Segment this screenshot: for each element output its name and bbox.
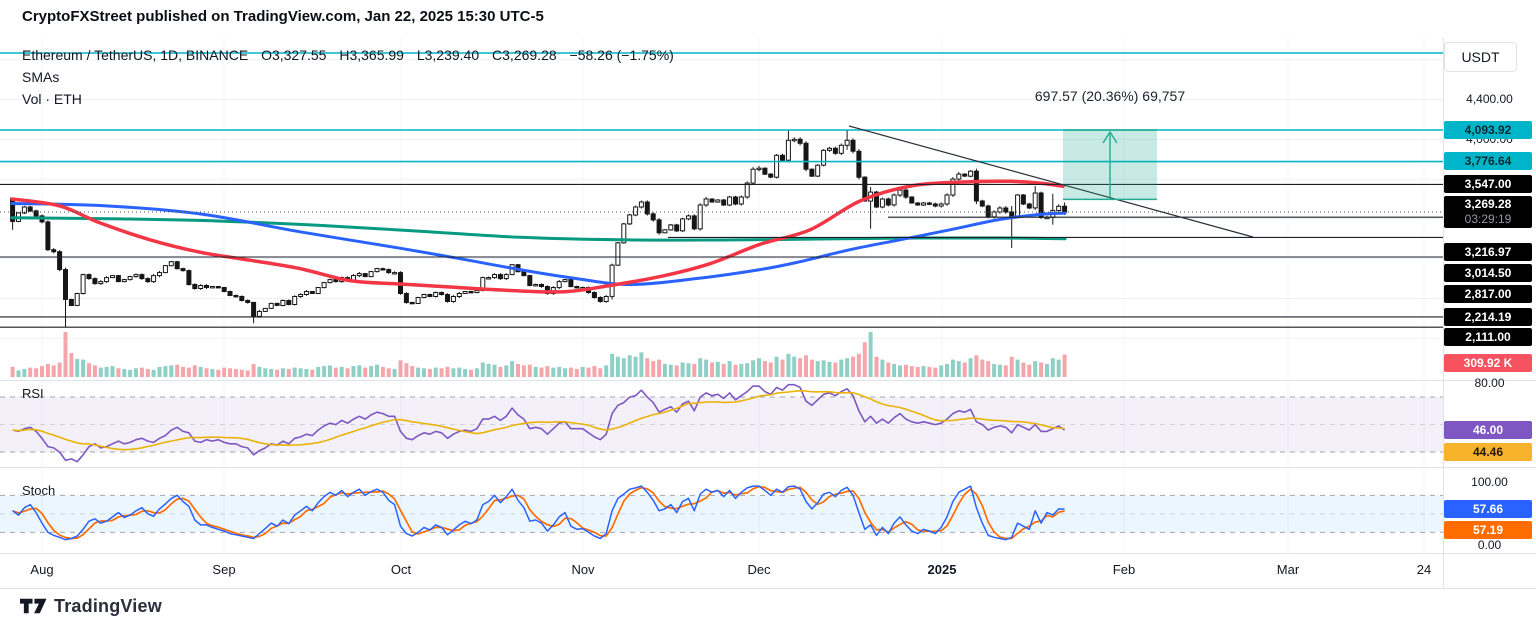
sma-lines	[10, 179, 1067, 294]
price-badge: 3,776.64	[1444, 152, 1532, 170]
time-axis-label: Mar	[1276, 562, 1300, 577]
stoch-k-line	[12, 485, 1065, 541]
vertical-gridlines	[41, 38, 1425, 554]
ohlc-high: H3,365.99	[339, 47, 404, 63]
stoch-pane-label[interactable]: Stoch	[22, 483, 56, 498]
axis-tick-label: 0.00	[1477, 538, 1502, 552]
currency-toggle-button[interactable]: USDT	[1444, 42, 1517, 72]
volume-series	[10, 332, 1067, 377]
ohlc-low: L3,239.40	[416, 47, 480, 63]
rsi-pane-label[interactable]: RSI	[22, 386, 44, 401]
chart-legend: Ethereum / TetherUS, 1D, BINANCE O3,327.…	[22, 44, 683, 110]
price-badge: 309.92 K	[1444, 354, 1532, 372]
price-badge: 3,216.97	[1444, 243, 1532, 261]
countdown-timer: 03:29:19	[1464, 212, 1512, 226]
ohlc-close: C3,269.28	[492, 47, 557, 63]
price-badge: 57.19	[1444, 521, 1532, 539]
candlestick-series	[10, 130, 1068, 328]
sma-slow-line	[10, 216, 1067, 242]
price-badge: 3,547.00	[1444, 175, 1532, 193]
tradingview-logo-text: TradingView	[54, 596, 162, 616]
tradingview-logo[interactable]: TradingView	[20, 596, 162, 617]
volume-legend-row[interactable]: Vol · ETH	[22, 91, 82, 107]
time-axis-label: Oct	[390, 562, 412, 577]
time-axis-label: 2025	[927, 562, 957, 577]
trendline-drawing[interactable]	[848, 125, 1254, 238]
time-axis-label: Dec	[747, 562, 771, 577]
time-axis[interactable]: Aug Sep Oct Nov Dec 2025 Feb Mar 24	[0, 554, 1443, 588]
price-badge: 4,093.92	[1444, 121, 1532, 139]
time-axis-label: Feb	[1112, 562, 1136, 577]
rsi-lines	[12, 383, 1066, 463]
price-levels	[0, 52, 1443, 328]
price-badge: 3,014.50	[1444, 264, 1532, 282]
time-axis-label: 24	[1416, 562, 1432, 577]
axis-tick-label: 4,400.00	[1466, 92, 1513, 106]
price-badge: 46.00	[1444, 421, 1532, 439]
time-axis-label: Nov	[571, 562, 595, 577]
price-axis[interactable]: 4,400.00 4,000.00 80.00 100.00 0.00 4,093.92 3…	[1443, 38, 1536, 588]
price-badge: 57.66	[1444, 500, 1532, 518]
ohlc-change: −58.26 (−1.75%)	[569, 47, 674, 63]
time-axis-label: Aug	[30, 562, 54, 577]
smas-legend-row[interactable]: SMAs	[22, 69, 60, 85]
stoch-lines	[12, 485, 1065, 541]
axis-tick-label: 100.00	[1471, 475, 1508, 489]
rsi-line	[12, 383, 1066, 463]
measure-label[interactable]: 697.57 (20.36%) 69,757	[1034, 88, 1186, 104]
price-badge: 2,214.19	[1444, 308, 1532, 326]
symbol-title[interactable]: Ethereum / TetherUS, 1D, BINANCE	[22, 47, 249, 63]
price-badge: 2,111.00	[1444, 328, 1532, 346]
rsi-ma-line	[12, 390, 1065, 451]
ohlc-open: O3,327.55	[261, 47, 327, 63]
sma-mid-line	[10, 202, 1067, 287]
current-price-badge: 3,269.28 03:29:19	[1444, 196, 1532, 228]
price-badge: 2,817.00	[1444, 285, 1532, 303]
symbol-legend-row[interactable]: Ethereum / TetherUS, 1D, BINANCE O3,327.…	[22, 44, 683, 66]
time-axis-label: Sep	[212, 562, 236, 577]
price-badge: 44.46	[1444, 443, 1532, 461]
tradingview-logo-icon	[20, 598, 47, 614]
axis-tick-label: 80.00	[1474, 376, 1505, 390]
attribution-header: CryptoFXStreet published on TradingView.…	[22, 8, 544, 25]
